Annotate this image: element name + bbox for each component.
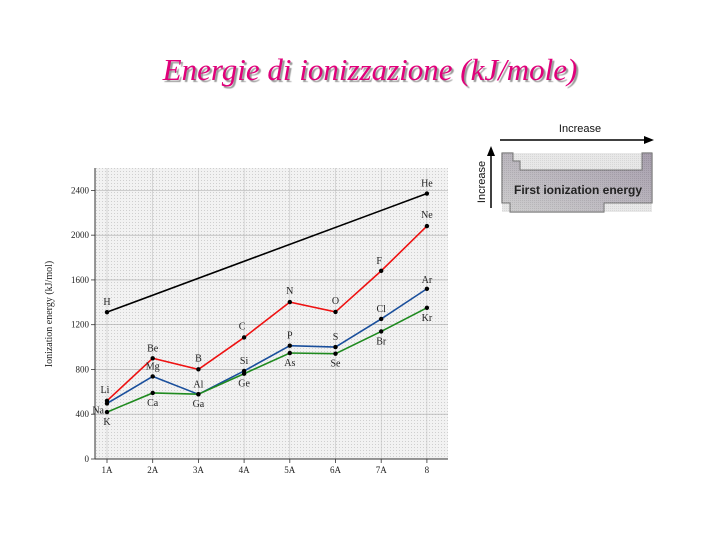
data-point-cl	[379, 316, 384, 322]
y-tick-label: 400	[76, 409, 90, 419]
x-tick-label: 8	[425, 465, 430, 475]
data-point-as	[287, 350, 292, 356]
data-point-o	[333, 309, 338, 315]
series-line-3	[106, 288, 428, 405]
x-tick-label: 7A	[376, 465, 388, 475]
data-point-p	[287, 343, 292, 348]
grid	[95, 168, 448, 460]
data-point-be	[150, 356, 155, 361]
inset-side-label: Increase	[476, 161, 488, 203]
point-label-ca: Ca	[147, 398, 159, 409]
x-tick-label: 6A	[330, 465, 342, 475]
series-line-1	[106, 192, 428, 313]
y-tick-label: 1600	[71, 275, 90, 285]
x-tick-label: 5A	[284, 465, 296, 475]
point-label-c: C	[239, 321, 246, 332]
series-line-4	[106, 307, 428, 413]
point-label-f: F	[376, 256, 382, 267]
data-point-br	[379, 329, 384, 334]
data-point-ar	[424, 286, 430, 291]
point-label-al: Al	[193, 379, 203, 390]
data-point-ne	[424, 223, 430, 229]
series-line-2	[106, 225, 428, 402]
x-tick-label: 3A	[193, 465, 205, 475]
data-point-mg	[150, 374, 155, 379]
point-label-n: N	[286, 286, 293, 297]
y-axis-title: Ionization energy (kJ/mol)	[44, 261, 55, 367]
periodic-trend-inset: Increase Increase First ionization energ…	[476, 123, 654, 213]
point-label-cl: Cl	[376, 304, 386, 315]
point-label-ge: Ge	[238, 379, 250, 390]
data-point-f	[379, 268, 384, 274]
plot-background	[95, 168, 448, 459]
point-label-br: Br	[376, 336, 387, 347]
x-tick-label: 4A	[239, 465, 251, 475]
data-point-he	[424, 191, 430, 196]
point-label-ne: Ne	[421, 210, 433, 221]
data-point-se	[333, 351, 338, 356]
point-label-be: Be	[147, 343, 159, 354]
point-label-li: Li	[101, 385, 110, 396]
y-tick-label: 1200	[71, 320, 90, 330]
point-label-na: Na	[92, 405, 104, 416]
data-point-c	[241, 335, 247, 340]
y-tick-label: 2000	[71, 230, 90, 240]
point-label-mg: Mg	[146, 361, 160, 372]
data-point-ga	[196, 391, 201, 397]
data-point-ca	[150, 390, 155, 396]
slide-title: Energie di ionizzazione (kJ/mole)	[162, 52, 578, 87]
data-point-kr	[424, 305, 430, 310]
inset-table-label: First ionization energy	[514, 183, 642, 197]
ionization-plot: 0 400 800 1200 1600 2000 2400 1A 2A 3A 4A 5A 6A 7A 8 H…	[44, 168, 448, 475]
point-label-b: B	[195, 353, 202, 364]
point-label-se: Se	[331, 359, 342, 370]
y-tick-label: 800	[76, 364, 90, 374]
series: H He Li Be B C N O F Ne Na Mg Al Si P S Cl Ar K Ca Ga Ge As Se B…	[92, 179, 433, 429]
axes: 0 400 800 1200 1600 2000 2400 1A 2A 3A 4A 5A 6A 7A 8	[71, 168, 448, 475]
inset-top-arrowhead	[644, 136, 654, 144]
point-label-p: P	[287, 331, 293, 342]
data-point-s	[333, 344, 338, 350]
x-tick-label: 1A	[102, 465, 114, 475]
point-label-si: Si	[240, 356, 249, 367]
data-point-b	[196, 367, 201, 372]
point-label-o: O	[332, 296, 339, 307]
data-point-n	[287, 299, 292, 305]
data-point-h	[104, 309, 110, 315]
point-label-h: H	[103, 297, 110, 308]
data-point-k	[104, 409, 110, 415]
inset-top-label: Increase	[559, 123, 601, 135]
y-tick-label: 2400	[71, 185, 90, 195]
point-label-s: S	[333, 332, 339, 343]
point-label-he: He	[421, 179, 433, 190]
y-tick-label: 0	[85, 454, 90, 464]
point-label-as: As	[284, 358, 295, 369]
data-point-na	[104, 401, 110, 406]
data-point-ge	[241, 371, 247, 376]
point-label-k: K	[103, 417, 111, 428]
point-label-ar: Ar	[422, 275, 433, 286]
point-label-ga: Ga	[193, 399, 205, 410]
x-tick-label: 2A	[147, 465, 159, 475]
point-label-kr: Kr	[422, 313, 433, 324]
inset-side-arrowhead	[487, 146, 495, 156]
